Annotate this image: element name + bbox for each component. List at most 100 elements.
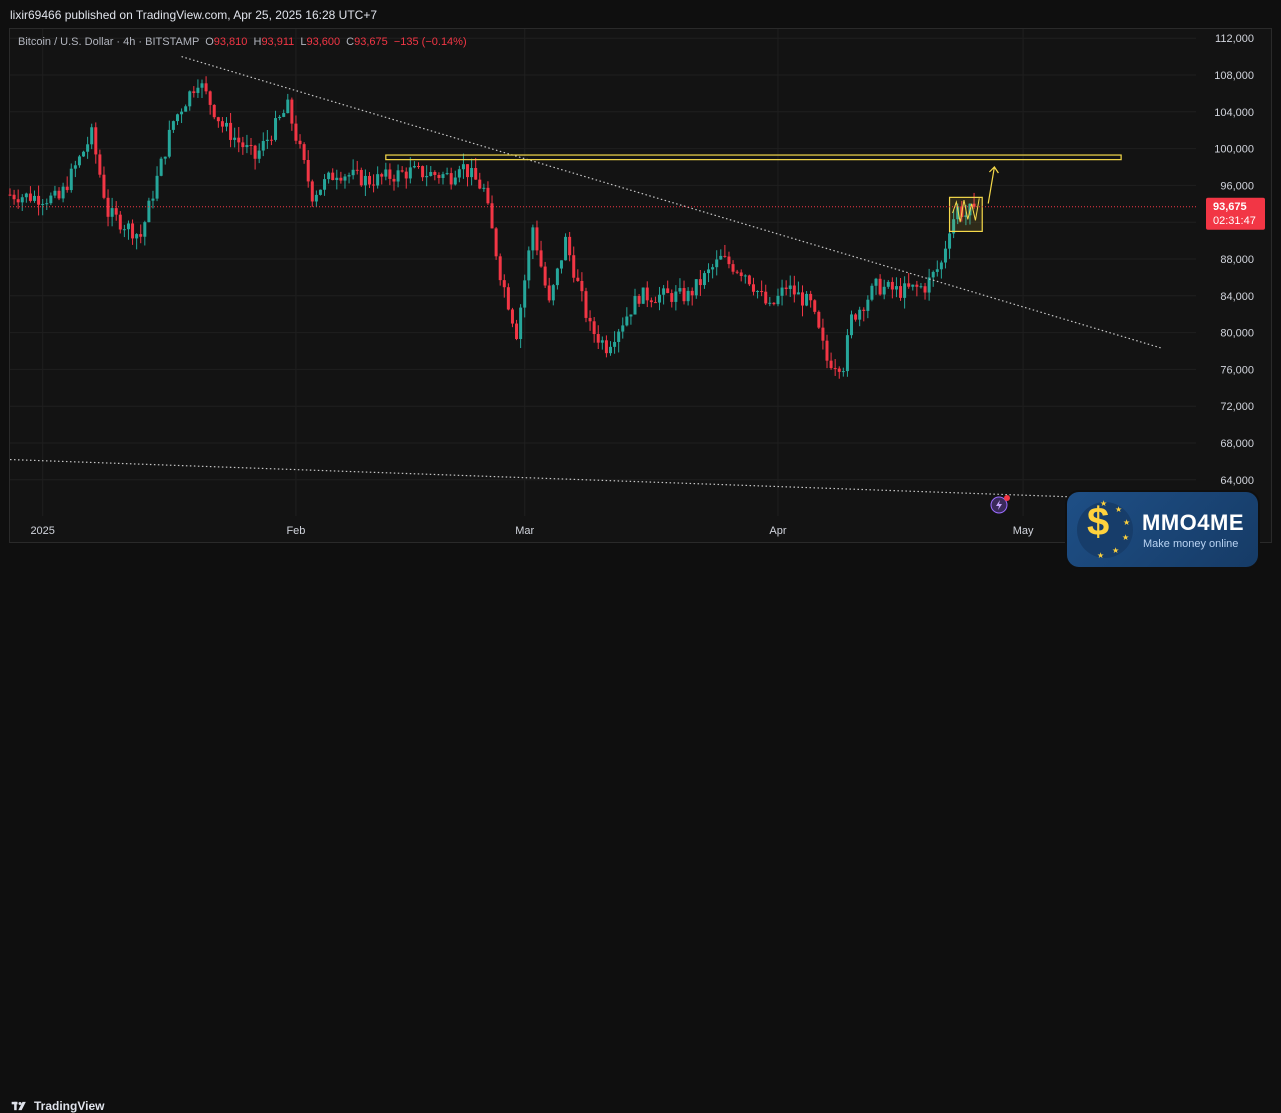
candle-body — [850, 314, 854, 336]
candle-body — [404, 171, 408, 179]
notification-dot — [1004, 495, 1010, 501]
candle-body — [351, 169, 355, 176]
y-tick-label: 108,000 — [1214, 70, 1254, 82]
y-tick-label: 88,000 — [1220, 254, 1254, 266]
candle-body — [870, 285, 874, 300]
candle-body — [519, 307, 523, 340]
lightning-glyph — [996, 500, 1002, 510]
y-tick-label: 96,000 — [1220, 180, 1254, 192]
candle-body — [821, 327, 825, 341]
chart-panel[interactable] — [9, 28, 1272, 543]
candle-body — [220, 121, 224, 127]
candle-body — [715, 259, 719, 268]
candle-body — [441, 174, 445, 178]
candle-body — [658, 294, 662, 303]
candle-body — [396, 170, 400, 182]
last-price-badge — [1206, 197, 1265, 230]
candle-body — [453, 177, 457, 185]
candle-body — [274, 118, 278, 140]
low-label: L — [300, 36, 307, 48]
candle-body — [208, 91, 212, 105]
candle-body — [445, 173, 449, 175]
y-tick-label: 100,000 — [1214, 144, 1254, 156]
candle-body — [751, 284, 755, 292]
candle-body — [233, 137, 237, 140]
candle-body — [474, 168, 478, 180]
y-tick-label: 76,000 — [1220, 364, 1254, 376]
candle-body — [662, 288, 666, 295]
candle-body — [470, 168, 474, 178]
trendline-lower — [9, 458, 1162, 501]
candle-body — [376, 174, 380, 186]
candle-body — [269, 139, 273, 141]
candle-body — [122, 229, 126, 231]
candle-body — [653, 302, 657, 304]
candle-body — [494, 228, 498, 257]
candle-body — [490, 203, 494, 229]
candle-body — [576, 277, 580, 281]
price-chart[interactable]: 112,000108,000104,000100,00096,00092,000… — [0, 0, 1281, 579]
y-tick-label: 68,000 — [1220, 438, 1254, 450]
candle-body — [845, 335, 849, 372]
candle-body — [335, 177, 339, 181]
candle-body — [388, 169, 392, 179]
candle-body — [466, 164, 470, 178]
candle-body — [261, 140, 265, 151]
candle-body — [952, 219, 956, 234]
symbol-title: Bitcoin / U.S. Dollar · 4h · BITSTAMP — [18, 36, 200, 48]
candle-body — [596, 334, 600, 343]
candle-body — [764, 291, 768, 304]
star-icon: ★ — [1097, 551, 1105, 560]
candle-body — [8, 194, 12, 196]
candle-body — [613, 341, 617, 347]
candle-body — [282, 113, 286, 117]
candle-body — [531, 227, 535, 251]
candle-body — [318, 189, 322, 195]
candle-body — [837, 368, 841, 372]
candle-body — [858, 309, 862, 320]
candle-body — [498, 256, 502, 281]
candle-body — [768, 302, 772, 304]
candle-body — [800, 292, 804, 306]
tradingview-logo[interactable]: TradingView — [10, 1099, 104, 1113]
candle-body — [412, 166, 416, 168]
candle-body — [564, 236, 568, 261]
candle-body — [482, 187, 486, 189]
candle-body — [559, 260, 563, 269]
publish-info: lixir69466 published on TradingView.com,… — [10, 8, 378, 22]
candle-body — [421, 166, 425, 178]
candle-body — [919, 286, 923, 288]
y-tick-label: 112,000 — [1215, 33, 1254, 45]
star-icon: ★ — [1122, 533, 1130, 542]
candle-body — [12, 194, 16, 200]
candle-body — [343, 176, 347, 181]
candle-body — [776, 295, 780, 305]
candle-body — [743, 275, 747, 277]
low-value: 93,600 — [306, 36, 341, 48]
candle-body — [139, 234, 143, 237]
candle-body — [645, 287, 649, 301]
candle-body — [935, 269, 939, 272]
candle-body — [278, 116, 282, 119]
candle-body — [882, 286, 886, 295]
star-icon: ★ — [1123, 518, 1131, 527]
candle-body — [20, 197, 24, 203]
candle-body — [727, 256, 731, 265]
candle-body — [923, 286, 927, 293]
candle-body — [592, 321, 596, 335]
candle-body — [188, 91, 192, 107]
candle-body — [331, 172, 335, 181]
candles — [8, 76, 976, 379]
candle-body — [894, 286, 898, 290]
candle-body — [915, 284, 919, 287]
candle-body — [817, 311, 821, 328]
candle-body — [45, 203, 49, 205]
candle-body — [809, 293, 813, 301]
candle-body — [425, 175, 429, 178]
candle-body — [527, 250, 531, 281]
zigzag-projection — [952, 198, 980, 223]
candle-body — [102, 174, 106, 198]
candle-body — [600, 340, 604, 343]
candle-body — [359, 169, 363, 186]
candle-body — [253, 145, 257, 159]
